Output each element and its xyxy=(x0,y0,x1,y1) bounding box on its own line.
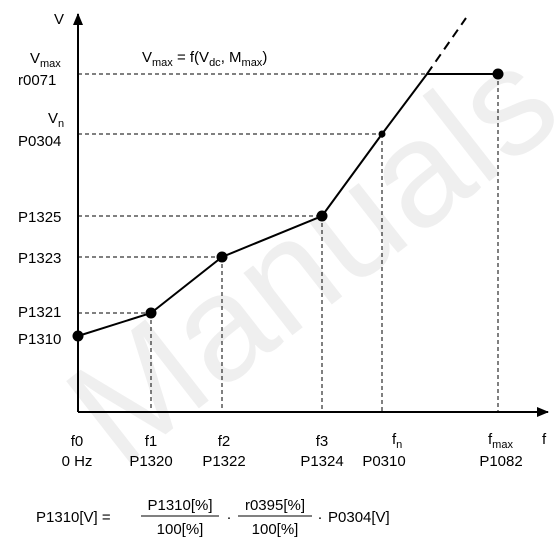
x-axis-label: f xyxy=(542,431,547,448)
formula-num2: r0395[%] xyxy=(245,497,305,514)
x-label-f2: f2 xyxy=(218,433,231,450)
x-label-p1320: P1320 xyxy=(129,453,172,470)
formula-den2: 100[%] xyxy=(252,521,299,538)
x-label-p1082: P1082 xyxy=(479,453,522,470)
point-fn-vn xyxy=(378,130,386,138)
point-f2-p1323 xyxy=(216,251,228,263)
point-f1-p1321 xyxy=(145,307,157,319)
guide-lines xyxy=(78,73,499,412)
y-axis-label: V xyxy=(54,11,64,28)
x-label-0hz: 0 Hz xyxy=(62,453,93,470)
y-label-r0071: r0071 xyxy=(18,72,56,89)
watermark-text: Manuals xyxy=(36,14,556,495)
formula-lhs: P1310[V] = xyxy=(36,509,111,526)
point-f0-p1310 xyxy=(72,330,84,342)
x-label-fn: fn xyxy=(392,431,402,451)
point-f3-p1325 xyxy=(316,210,328,222)
x-label-p0310: P0310 xyxy=(362,453,405,470)
formula-dot2: · xyxy=(318,509,323,526)
x-label-p1324: P1324 xyxy=(300,453,343,470)
formula-dot1: · xyxy=(227,509,232,526)
x-label-p1322: P1322 xyxy=(202,453,245,470)
x-label-fmax: fmax xyxy=(488,431,513,451)
y-label-p1323: P1323 xyxy=(18,250,61,267)
x-label-f3: f3 xyxy=(316,433,329,450)
formula-num1: P1310[%] xyxy=(147,497,212,514)
point-fmax-vmax xyxy=(492,68,504,80)
x-label-f0: f0 xyxy=(71,433,84,450)
y-label-p0304: P0304 xyxy=(18,133,61,150)
y-label-vmax: Vmax xyxy=(30,50,61,70)
p1310-formula: P1310[V] = P1310[%] 100[%] · r0395[%] 10… xyxy=(36,497,390,538)
formula-den1: 100[%] xyxy=(157,521,204,538)
vf-curve-extension xyxy=(426,17,467,75)
y-label-p1310: P1310 xyxy=(18,331,61,348)
vmax-formula: Vmax = f(Vdc, Mmax) xyxy=(142,49,267,69)
formula-tail: P0304[V] xyxy=(328,509,390,526)
y-label-p1321: P1321 xyxy=(18,304,61,321)
x-label-f1: f1 xyxy=(145,433,158,450)
y-label-vn: Vn xyxy=(48,110,64,130)
y-label-p1325: P1325 xyxy=(18,209,61,226)
